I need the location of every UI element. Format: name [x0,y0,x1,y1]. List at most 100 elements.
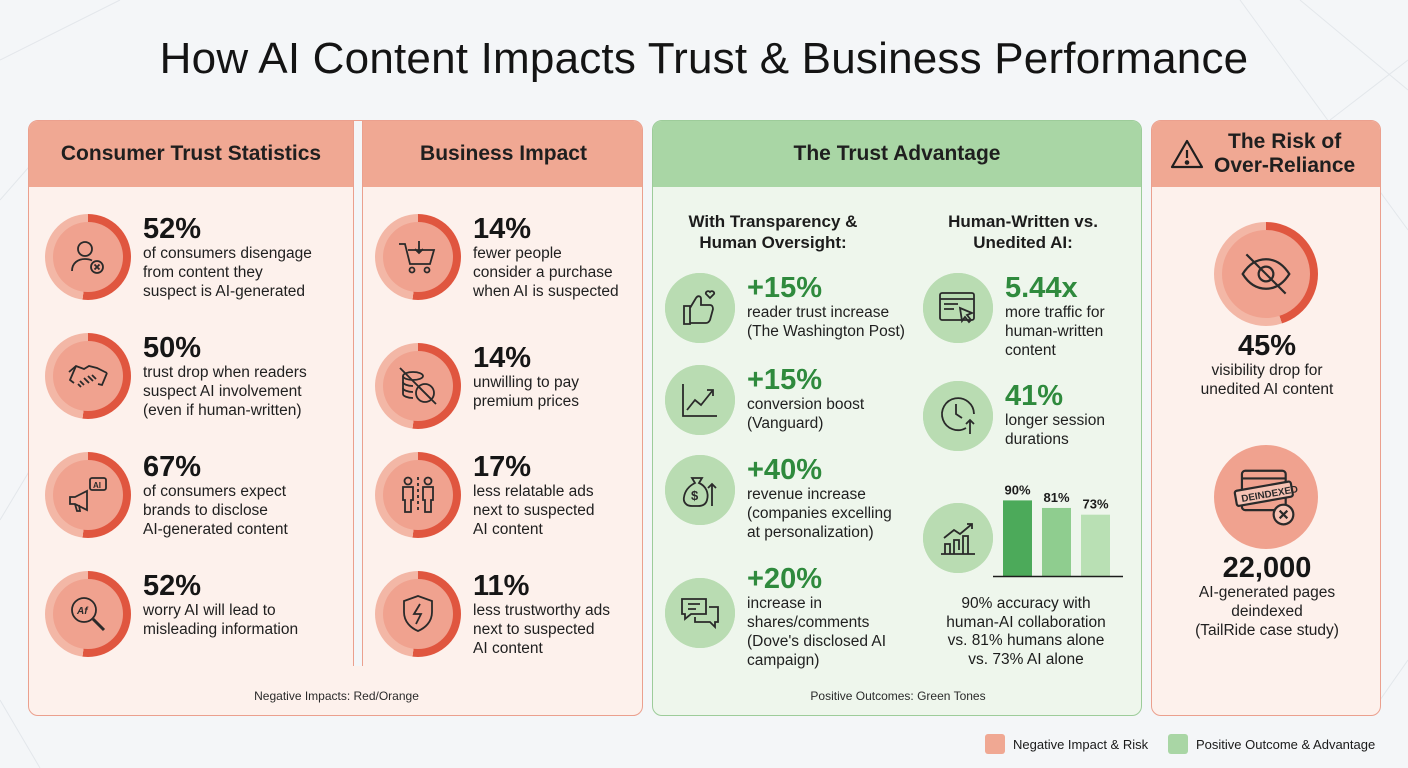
legend-label: Negative Impact & Risk [1013,736,1149,752]
stat-desc-line: visibility drop for [1211,362,1323,379]
consumer-stat-2: 50% trust drop when readers suspect AI i… [45,333,307,420]
stat-desc-line: less trustworthy ads [473,602,610,619]
human-vs-ai-heading: Human-Written vs. Unedited AI: [913,211,1133,253]
stat-ring [45,214,131,300]
stat-desc-line: at personalization) [747,524,874,541]
stat-value: 67% [143,451,202,483]
stat-desc-line: (companies excelling [747,505,892,522]
stat-desc-line: AI-generated content [143,521,288,538]
heading-line: Over-Reliance [1214,154,1356,177]
stat-desc-line: unedited AI content [1200,381,1334,398]
stat-ring: $ [665,455,735,525]
stat-desc-line: unwilling to pay [473,374,579,391]
stat-desc-line: of consumers expect [143,483,287,500]
chart-caption: 90% accuracy with human-AI collaboration… [911,595,1141,669]
stat-desc-line: less relatable ads [473,483,594,500]
stat-ring: AI [45,452,131,538]
trust-stat-3: $ +40% revenue increase (companies excel… [665,455,892,542]
stat-ring [45,333,131,419]
page-title: How AI Content Impacts Trust & Business … [159,34,1249,83]
stat-desc-line: longer session [1005,412,1105,429]
trust-stat-2: +15% conversion boost (Vanguard) [665,365,864,435]
svg-text:AI: AI [93,481,101,490]
business-impact-heading: Business Impact [363,121,642,187]
legend-positive: Positive Outcome & Advantage [1168,734,1375,754]
cart-icon [399,241,436,274]
svg-text:$: $ [691,488,699,503]
heading-line: Human-Written vs. [948,212,1098,231]
stat-desc-line: fewer people [473,245,562,262]
stat-ring: Af [45,571,131,657]
stat-value: 50% [143,332,202,364]
stat-value: 22,000 [1222,552,1312,584]
stat-ring [375,214,461,300]
stat-desc-line: (Vanguard) [747,415,824,432]
caption-line: human-AI collaboration [946,613,1106,631]
stat-desc-line: premium prices [473,393,579,410]
stat-desc-line: AI content [473,521,543,538]
stat-desc-line: shares/comments [747,614,870,631]
legend-label: Positive Outcome & Advantage [1196,736,1376,752]
stat-ring: DEINDEXED [1214,445,1318,549]
stat-ring [1214,222,1318,326]
stat-ring [665,365,735,435]
risk-stat-2: 22,000 AI-generated pages deindexed (Tai… [1152,552,1380,640]
trust-stat-6: 41% longer session durations [923,381,1105,451]
caption-line: vs. 73% AI alone [968,650,1084,668]
stat-desc-line: (Dove's disclosed AI [747,633,887,650]
heading-line: Human Oversight: [699,233,847,252]
stat-value: 41% [1005,380,1064,412]
chart-data-label: 81% [1043,490,1069,505]
stat-desc-line: content [1005,342,1056,359]
chart-data-label: 73% [1082,497,1108,512]
thumbs-up-heart-icon [683,290,716,325]
stat-desc-line: brands to disclose [143,502,268,519]
stat-ring [923,381,993,451]
stat-desc-line: campaign) [747,652,820,669]
stat-value: +15% [747,364,822,396]
negative-panel: Consumer Trust Statistics Business Impac… [28,120,643,716]
handshake-icon [68,364,108,388]
stat-ring [665,273,735,343]
warning-icon [1170,139,1204,169]
browser-cursor-icon [939,292,975,324]
stat-desc-line: AI-generated pages [1198,584,1336,601]
stat-desc-line: more traffic for [1005,304,1105,321]
heading-line: The Risk of [1228,130,1342,153]
trend-up-icon [682,384,717,417]
broken-shield-icon [403,595,433,632]
stat-value: +15% [747,272,822,304]
business-stat-3: 17% less relatable ads next to suspected… [375,452,595,539]
risk-heading: The Risk of Over-Reliance [1152,121,1380,187]
stat-desc-line: consider a purchase [473,264,613,281]
stat-desc-line: worry AI will lead to [143,602,276,619]
stat-desc-line: conversion boost [747,396,865,413]
stat-desc-line: durations [1005,431,1069,448]
chart-icon-ring [923,503,993,573]
stat-value: 52% [143,213,202,245]
stat-desc-line: next to suspected [473,502,595,519]
stat-value: 45% [1237,330,1297,362]
stat-desc-line: when AI is suspected [473,283,619,300]
business-stat-1: 14% fewer people consider a purchase whe… [375,214,619,301]
caption-line: vs. 81% humans alone [947,632,1105,649]
magnifier-ai-icon: Af [71,597,106,632]
trust-stat-4: +20% increase in shares/comments (Dove's… [665,564,886,670]
stat-ring [375,571,461,657]
stat-desc-line: revenue increase [747,486,866,503]
negative-footnote: Negative Impacts: Red/Orange [254,689,419,703]
deindexed-icon: DEINDEXED [1233,469,1299,526]
eye-off-icon [1241,253,1291,295]
svg-text:Af: Af [76,606,89,617]
stat-value: 11% [473,570,530,602]
consumer-trust-heading: Consumer Trust Statistics [29,121,353,187]
stat-value: +20% [747,563,822,595]
stat-desc-line: reader trust increase [747,304,890,321]
business-stat-2: 14% unwilling to pay premium prices [375,343,579,429]
stat-desc-line: from content they [143,264,263,281]
legend-swatch-red [985,734,1005,754]
trust-advantage-heading: The Trust Advantage [653,121,1141,187]
risk-stat-1: 45% visibility drop for unedited AI cont… [1152,330,1380,399]
stat-value: 17% [473,451,532,483]
people-icon [402,476,434,513]
